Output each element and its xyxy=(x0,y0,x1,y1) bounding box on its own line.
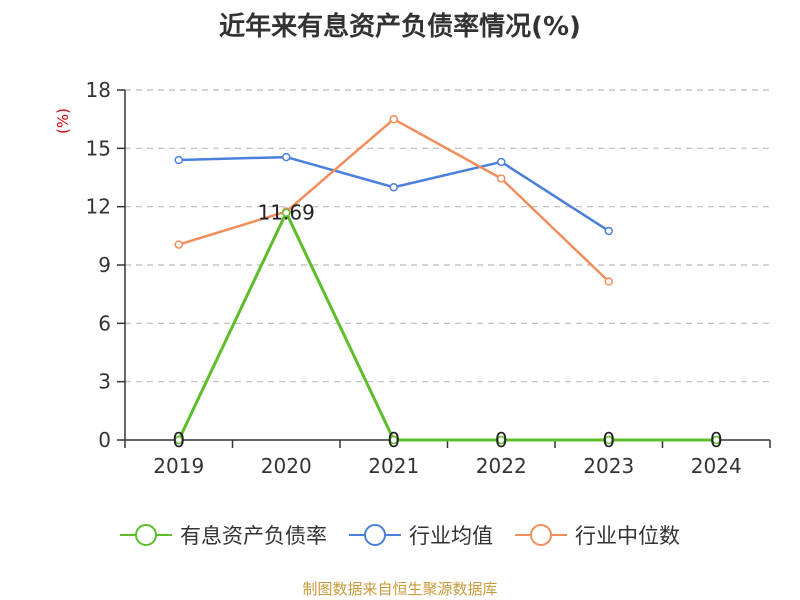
x-tick-label: 2022 xyxy=(476,454,527,478)
legend-circle xyxy=(135,524,157,546)
y-tick-label: 12 xyxy=(86,195,111,219)
data-point-debt_ratio xyxy=(389,435,398,445)
data-point-industry_avg xyxy=(389,182,398,192)
y-tick-label: 15 xyxy=(86,136,111,160)
legend-marker-industry-median xyxy=(515,523,567,547)
data-point-industry_avg xyxy=(282,152,291,162)
legend-marker-industry-avg xyxy=(349,523,401,547)
y-tick-label: 18 xyxy=(86,78,111,102)
legend: 有息资产负债率 行业均值 行业中位数 xyxy=(0,520,800,550)
data-label: 0 xyxy=(710,428,723,452)
data-source-note: 制图数据来自恒生聚源数据库 xyxy=(302,580,498,598)
series-line-debt_ratio xyxy=(177,211,717,442)
data-point-debt_ratio xyxy=(712,435,721,445)
data-label: 11.69 xyxy=(258,201,315,225)
data-label: 0 xyxy=(602,428,615,452)
y-tick-label: 0 xyxy=(98,428,111,452)
data-point-industry_median xyxy=(604,277,613,286)
legend-circle xyxy=(530,524,552,546)
data-point-debt_ratio xyxy=(282,208,291,217)
y-tick-label: 3 xyxy=(98,370,111,394)
data-point-industry_median xyxy=(389,114,398,124)
data-label: 0 xyxy=(387,428,400,452)
data-point-industry_avg xyxy=(174,155,183,165)
x-tick-label: 2021 xyxy=(368,454,419,478)
y-tick-label: 9 xyxy=(98,253,111,277)
legend-marker-debt-ratio xyxy=(120,523,172,547)
x-tick-label: 2019 xyxy=(153,454,204,478)
legend-item-debt-ratio[interactable]: 有息资产负债率 xyxy=(120,520,327,550)
x-tick-label: 2023 xyxy=(583,454,634,478)
data-point-industry_median xyxy=(497,174,506,183)
data-point-debt_ratio xyxy=(497,435,506,445)
series-line-industry_median xyxy=(178,117,610,283)
legend-label: 行业均值 xyxy=(409,524,493,548)
legend-item-industry-avg[interactable]: 行业均值 xyxy=(349,520,493,550)
legend-circle xyxy=(364,524,386,546)
data-point-industry_median xyxy=(174,240,183,249)
legend-label: 有息资产负债率 xyxy=(180,524,327,548)
data-point-industry_avg xyxy=(497,157,506,167)
data-point-debt_ratio xyxy=(604,435,613,445)
x-tick-label: 2024 xyxy=(691,454,742,478)
data-label: 0 xyxy=(495,428,508,452)
y-tick-label: 6 xyxy=(98,311,111,335)
data-point-industry_avg xyxy=(604,226,613,236)
legend-item-industry-median[interactable]: 行业中位数 xyxy=(515,520,680,550)
chart-title: 近年来有息资产负债率情况(%) xyxy=(219,12,581,42)
x-tick-label: 2020 xyxy=(261,454,312,478)
legend-label: 行业中位数 xyxy=(575,524,680,548)
data-point-debt_ratio xyxy=(174,435,183,445)
data-label: 0 xyxy=(172,428,185,452)
